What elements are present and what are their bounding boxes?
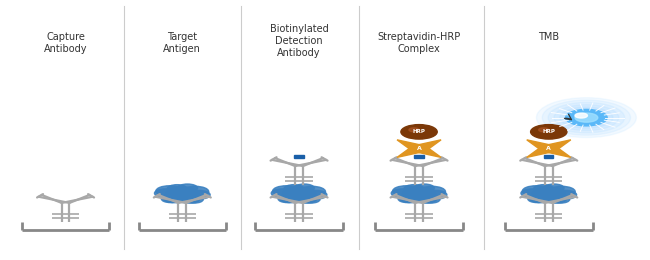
Circle shape	[532, 187, 566, 200]
Circle shape	[404, 185, 424, 192]
Circle shape	[166, 187, 199, 200]
Circle shape	[399, 193, 423, 203]
Circle shape	[284, 185, 304, 192]
Circle shape	[298, 186, 326, 197]
Circle shape	[391, 189, 413, 198]
Circle shape	[402, 187, 436, 200]
Polygon shape	[526, 140, 555, 151]
Circle shape	[155, 189, 176, 198]
Polygon shape	[542, 140, 571, 151]
Circle shape	[521, 189, 543, 198]
Polygon shape	[542, 146, 571, 157]
Circle shape	[560, 107, 613, 128]
Circle shape	[294, 194, 317, 203]
Text: Target
Antigen: Target Antigen	[163, 32, 202, 54]
Circle shape	[536, 98, 636, 138]
Circle shape	[177, 184, 198, 192]
Polygon shape	[397, 140, 426, 151]
Circle shape	[551, 196, 569, 203]
Circle shape	[398, 195, 417, 203]
Circle shape	[421, 196, 440, 203]
Text: HRP: HRP	[413, 129, 426, 134]
Circle shape	[177, 194, 201, 203]
Circle shape	[185, 196, 203, 203]
Text: Capture
Antibody: Capture Antibody	[44, 32, 87, 54]
Circle shape	[543, 194, 567, 203]
Circle shape	[182, 186, 209, 197]
Polygon shape	[413, 140, 441, 151]
Circle shape	[414, 194, 437, 203]
Circle shape	[548, 186, 575, 197]
Circle shape	[554, 105, 619, 131]
Circle shape	[305, 190, 327, 199]
Text: Streptavidin-HRP
Complex: Streptavidin-HRP Complex	[378, 32, 461, 54]
Circle shape	[188, 190, 210, 199]
Circle shape	[272, 186, 300, 197]
Circle shape	[294, 184, 315, 192]
Circle shape	[419, 186, 445, 197]
Circle shape	[302, 196, 320, 203]
Circle shape	[167, 185, 187, 192]
Circle shape	[271, 189, 293, 198]
Circle shape	[156, 186, 183, 197]
Polygon shape	[413, 146, 441, 157]
Circle shape	[528, 195, 547, 203]
Circle shape	[575, 113, 598, 122]
Circle shape	[523, 186, 549, 197]
Circle shape	[414, 184, 434, 192]
Circle shape	[393, 186, 419, 197]
Circle shape	[279, 193, 304, 203]
Circle shape	[282, 187, 316, 200]
Circle shape	[575, 113, 588, 118]
Circle shape	[544, 184, 564, 192]
Circle shape	[401, 125, 437, 139]
Circle shape	[566, 109, 607, 126]
Text: A: A	[547, 146, 551, 151]
Circle shape	[542, 100, 630, 135]
Circle shape	[548, 102, 625, 133]
Circle shape	[161, 195, 180, 203]
Circle shape	[410, 145, 428, 152]
Circle shape	[539, 128, 549, 132]
Circle shape	[409, 128, 419, 132]
Text: TMB: TMB	[538, 32, 560, 42]
Polygon shape	[397, 146, 426, 157]
Circle shape	[554, 190, 577, 199]
Text: Biotinylated
Detection
Antibody: Biotinylated Detection Antibody	[270, 24, 328, 58]
Circle shape	[425, 190, 447, 199]
Circle shape	[278, 195, 296, 203]
Circle shape	[534, 185, 553, 192]
Circle shape	[162, 193, 187, 203]
Circle shape	[530, 125, 567, 139]
Circle shape	[540, 145, 558, 152]
Polygon shape	[526, 146, 555, 157]
Circle shape	[529, 193, 553, 203]
Text: A: A	[417, 146, 421, 151]
Text: HRP: HRP	[542, 129, 555, 134]
